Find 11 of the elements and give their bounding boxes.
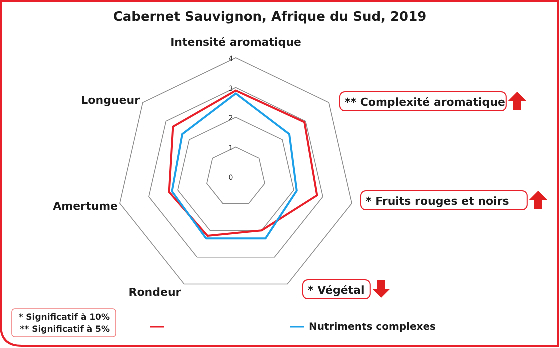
legend-label: Nutriments complexes (309, 322, 436, 333)
spoke-label: ** Complexité aromatique (345, 96, 506, 109)
spoke-label: Longueur (81, 94, 141, 107)
text: * Significatif à 10% (18, 313, 110, 323)
spoke-label: * Fruits rouges et noirs (366, 195, 510, 208)
spoke-label: * Végétal (308, 284, 365, 297)
spoke-label: Amertume (53, 200, 118, 213)
chart-title: Cabernet Sauvignon, Afrique du Sud, 2019 (113, 10, 427, 25)
spoke-label: Intensité aromatique (170, 36, 302, 49)
text: ** Significatif à 5% (20, 325, 110, 335)
spoke-label: Rondeur (128, 286, 182, 299)
